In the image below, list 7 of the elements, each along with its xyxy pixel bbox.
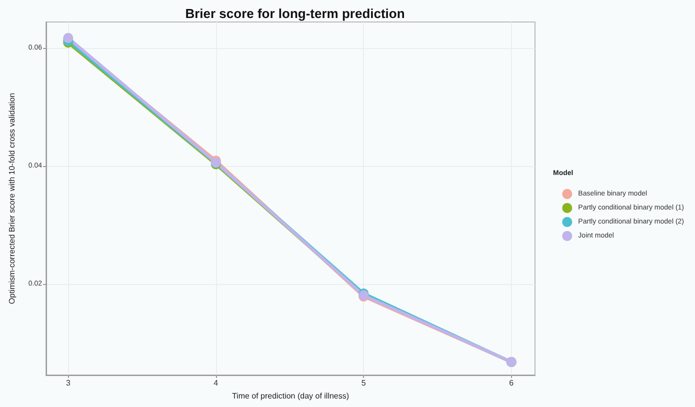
x-tick-label: 5 xyxy=(361,378,366,388)
chart-title: Brier score for long-term prediction xyxy=(185,6,405,21)
x-tick-label: 3 xyxy=(66,378,71,388)
x-axis-title: Time of prediction (day of illness) xyxy=(232,391,350,400)
x-tick-label: 6 xyxy=(509,378,514,388)
x-tick-label: 4 xyxy=(214,378,219,388)
y-axis-title: Optimism-corrected Brier score with 10-fold cross validation xyxy=(8,92,16,304)
